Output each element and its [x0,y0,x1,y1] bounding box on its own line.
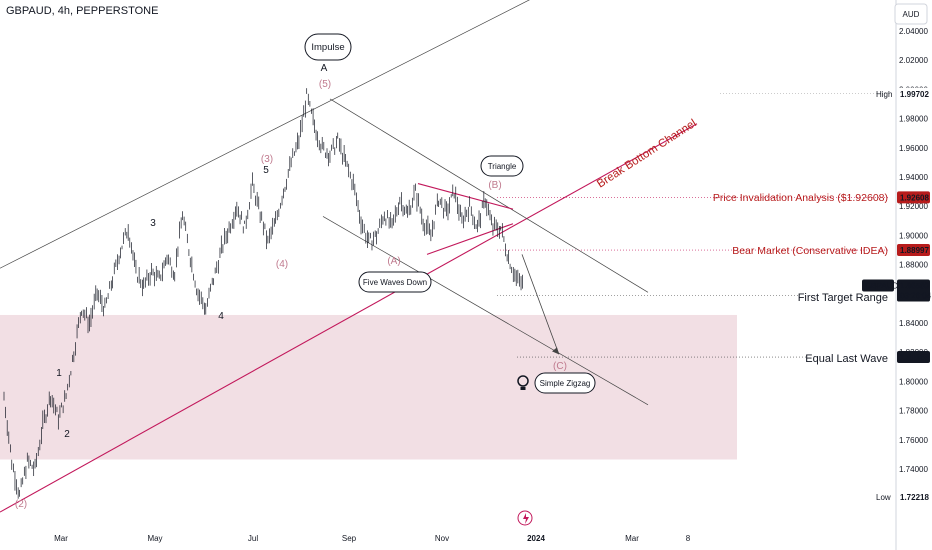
time-tick-label: 8 [686,534,691,543]
channel-upper-line [0,0,530,269]
currency-label: AUD [903,10,920,19]
equal-wave-price-tag-bg [897,351,930,364]
projection-arrow-head [552,347,559,355]
wave-label: (4) [276,259,288,270]
chart-title: GBPAUD, 4h, PEPPERSTONE [6,5,159,17]
price-tick-label: 1.84000 [899,319,928,328]
simple-zigzag-label: Simple Zigzag [540,379,591,388]
time-tick-label: Nov [435,534,449,543]
current-price-bg [897,279,930,302]
demand-zone [0,314,737,460]
impulse-label-bubble [304,33,352,61]
price-tick-label: 1.92000 [899,202,928,211]
event-bolt-icon [523,513,529,524]
invalidation-text: Price Invalidation Analysis ($1.92608) [713,192,888,204]
wave-label: (C) [553,361,567,372]
price-tick-label: 1.94000 [899,173,928,182]
wave-label: 2 [64,429,70,440]
time-tick-label: Sep [342,534,357,543]
projection-arrow [521,254,560,355]
current-symbol-bg [862,279,894,292]
low-price-tag-bg [897,491,930,503]
high-label: High [876,90,892,99]
time-tick-label: May [147,534,162,543]
bear-market-text: Bear Market (Conservative IDEA) [732,245,888,257]
time-tick-label: Mar [625,534,639,543]
wave-label: A [321,63,328,74]
wave-label: (B) [488,180,501,191]
invalidation-price-tag: 1.92608 [900,193,929,202]
triangle-lower-line [426,223,514,255]
price-tick-label: 1.88000 [899,261,928,270]
current-price-tag: 1.86569 [900,281,929,290]
down-channel-lower [322,216,649,406]
simple-zigzag-label-bubble [534,372,596,394]
current-symbol: GBPAUD [865,281,898,290]
low-price-tag: 1.72218 [900,493,929,502]
wave-label: (A) [387,256,400,267]
price-tick-label: 1.90000 [899,231,928,240]
time-tick-label: 2024 [527,534,545,543]
break-channel-text: Break Bottom Channel [595,117,699,190]
first-target-text: First Target Range [798,292,888,304]
bear-market-price-tag: 1.88997 [900,246,929,255]
wave-label: (3) [261,154,273,165]
price-tick-label: 1.78000 [899,407,928,416]
wave-label: (2) [15,499,27,510]
lightbulb-icon [517,375,529,387]
price-tick-label: 1.96000 [899,144,928,153]
equal-wave-price-tag: 1.81668 [900,353,929,362]
price-tick-label: 2.04000 [899,27,928,36]
triangle-upper-line [417,183,514,210]
candles-group [3,88,523,499]
triangle-label-bubble [480,155,524,177]
wave-label: 3 [150,218,156,229]
price-tick-label: 1.76000 [899,436,928,445]
price-tick-label: 1.74000 [899,465,928,474]
down-channel-upper [329,98,649,293]
bear-market-price-tag-bg [897,244,930,257]
currency-box [894,3,928,25]
price-tick-label: 1.98000 [899,115,928,124]
time-tick-label: Mar [54,534,68,543]
wave-label: 1 [56,368,62,379]
wave-label: (5) [319,79,331,90]
lightbulb-base [520,387,526,390]
current-countdown: 03:26:04 [900,291,932,300]
equal-wave-text: Equal Last Wave [805,353,888,365]
five-waves-label-bubble [358,271,432,293]
wave-label: 5 [263,165,269,176]
impulse-label: Impulse [311,42,344,53]
high-price-tag: 1.99702 [900,90,929,99]
low-label: Low [876,493,891,502]
price-tick-label: 2.02000 [899,56,928,65]
wave-label: 4 [218,311,224,322]
time-tick-label: Jul [248,534,258,543]
price-tick-label: 1.80000 [899,377,928,386]
five-waves-label: Five Waves Down [363,278,427,287]
invalidation-price-tag-bg [897,191,930,204]
channel-lower-line [0,123,698,513]
high-price-tag-bg [897,87,930,100]
triangle-label: Triangle [488,162,517,171]
